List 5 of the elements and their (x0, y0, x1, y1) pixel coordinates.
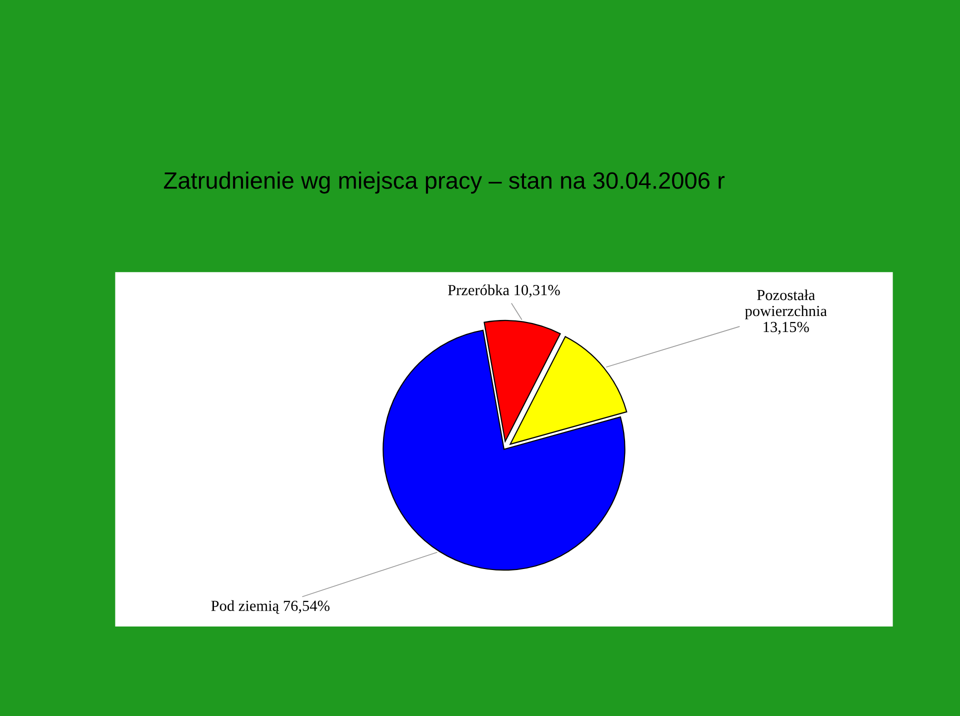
chart-title: Zatrudnienie wg miejsca pracy – stan na 30.04.2006 r (164, 172, 725, 194)
slice-label: Przeróbka 10,31% (448, 284, 560, 298)
slice-label: Pod ziemią 76,54% (211, 600, 330, 614)
data-label: 13,15% (764, 322, 809, 334)
slice-label: Pozostała powierzchnia (745, 289, 827, 320)
